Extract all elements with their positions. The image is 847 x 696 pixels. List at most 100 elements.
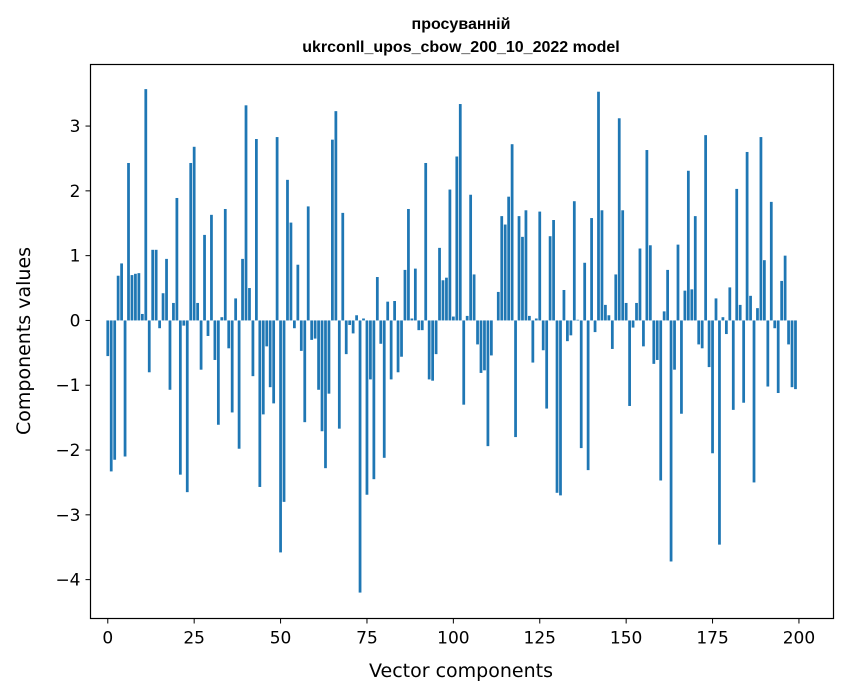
bar-component-73 [358, 320, 362, 593]
bar-component-18 [168, 320, 172, 390]
bar-component-181 [731, 320, 735, 410]
bar-component-193 [773, 320, 777, 329]
bar-component-119 [517, 216, 521, 321]
bar-component-198 [790, 320, 794, 388]
bar-component-155 [642, 320, 645, 347]
bar-component-12 [147, 320, 151, 373]
bar-component-50 [279, 320, 282, 553]
bar-component-68 [341, 212, 345, 321]
bar-component-126 [541, 320, 545, 351]
bar-component-123 [531, 320, 535, 363]
bar-component-60 [313, 320, 317, 339]
bar-component-54 [293, 320, 296, 329]
bar-component-132 [562, 289, 566, 321]
bar-component-195 [780, 280, 784, 321]
bar-component-82 [389, 320, 393, 380]
bar-component-83 [393, 301, 396, 321]
chart-title-line-1: просуванній [412, 16, 511, 33]
bar-component-55 [296, 264, 300, 321]
bar-component-22 [182, 320, 186, 326]
bar-component-151 [628, 320, 631, 406]
bar-component-156 [645, 150, 649, 321]
bar-component-128 [548, 236, 552, 321]
bar-component-97 [441, 280, 445, 321]
bar-component-192 [769, 201, 773, 321]
bar-component-178 [721, 317, 725, 321]
x-tick-label: 125 [524, 629, 556, 649]
bar-component-146 [610, 320, 614, 349]
bar-component-41 [248, 288, 251, 321]
bar-component-4 [120, 263, 123, 321]
bar-component-58 [306, 206, 310, 321]
bar-component-103 [462, 320, 466, 405]
bar-component-129 [552, 220, 555, 321]
bar-component-71 [351, 320, 355, 334]
bar-component-160 [659, 320, 663, 481]
bar-component-16 [161, 293, 165, 321]
bar-component-19 [172, 302, 175, 321]
bar-component-84 [396, 320, 400, 373]
y-tick-label: −4 [55, 571, 80, 591]
bar-component-81 [386, 301, 390, 321]
bar-component-36 [230, 320, 234, 413]
bar-component-10 [140, 313, 144, 321]
bar-component-138 [583, 262, 587, 321]
bar-component-114 [500, 216, 504, 321]
bar-component-189 [759, 137, 763, 321]
x-tick-label: 75 [356, 629, 378, 649]
bar-component-117 [510, 144, 514, 321]
bar-component-194 [776, 320, 780, 394]
bar-component-67 [337, 320, 341, 429]
bar-component-45 [261, 320, 265, 415]
x-tick-label: 175 [696, 629, 728, 649]
bar-component-11 [144, 89, 148, 321]
bar-component-38 [237, 320, 241, 449]
bar-component-199 [794, 320, 797, 390]
y-tick-label: −1 [55, 376, 80, 396]
bar-component-65 [331, 139, 334, 321]
bar-component-144 [604, 304, 607, 321]
bar-component-87 [407, 208, 410, 321]
bar-component-89 [413, 268, 417, 321]
bar-component-150 [624, 302, 628, 321]
bar-component-43 [255, 139, 258, 321]
chart-title-line-2: ukrconll_upos_cbow_200_10_2022 model [302, 39, 619, 56]
bar-component-28 [203, 234, 206, 321]
bar-component-172 [700, 320, 704, 349]
bar-component-127 [545, 320, 549, 409]
bar-component-164 [673, 320, 676, 370]
x-axis-label: Vector components [369, 660, 553, 682]
bar-component-116 [507, 196, 511, 321]
y-tick-label: 1 [70, 247, 81, 267]
bar-component-72 [355, 315, 358, 321]
bar-component-33 [220, 317, 224, 321]
bar-component-101 [455, 156, 459, 321]
bar-component-111 [489, 320, 493, 356]
bar-component-15 [158, 320, 161, 329]
bar-component-44 [258, 320, 262, 487]
bar-component-80 [382, 320, 386, 458]
x-tick-label: 150 [610, 629, 642, 649]
x-tick-label: 200 [783, 629, 815, 649]
bar-component-174 [707, 320, 711, 368]
bar-component-24 [189, 162, 193, 321]
y-tick-label: 3 [70, 117, 81, 137]
bar-component-26 [196, 302, 200, 321]
bar-component-140 [590, 218, 593, 321]
y-tick-label: −3 [55, 506, 80, 526]
bar-component-188 [756, 308, 759, 321]
bar-component-130 [555, 320, 559, 493]
bar-component-27 [199, 320, 203, 370]
bar-component-5 [123, 320, 127, 457]
bar-component-91 [420, 320, 424, 331]
bar-component-63 [324, 320, 327, 469]
bar-component-157 [648, 245, 652, 321]
bar-component-124 [534, 318, 538, 321]
bar-component-175 [711, 320, 714, 454]
bar-component-52 [286, 179, 289, 321]
bar-component-133 [566, 320, 569, 342]
bar-component-163 [669, 320, 673, 562]
bar-component-167 [683, 290, 687, 321]
bar-component-95 [434, 320, 438, 355]
bar-component-14 [154, 249, 158, 321]
